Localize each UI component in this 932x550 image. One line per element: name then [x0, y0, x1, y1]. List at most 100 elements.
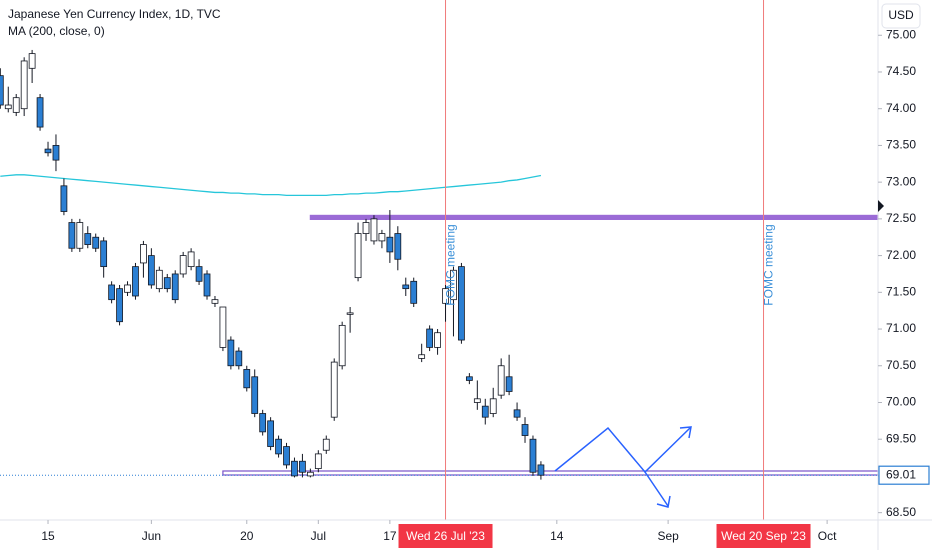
currency-label[interactable]: USD [888, 8, 914, 22]
candle-body [489, 398, 497, 414]
candle-body [426, 328, 434, 348]
candle-body [52, 145, 60, 161]
candle-body [465, 376, 473, 381]
event-date-label: Wed 20 Sep '23 [721, 529, 806, 543]
candle-body [195, 266, 203, 282]
event-date-box [716, 524, 811, 548]
x-tick-label: Jun [142, 529, 161, 543]
candle-body [4, 104, 12, 110]
x-tick-label: Oct [818, 529, 837, 543]
candle-body [299, 460, 306, 473]
candle-body [251, 376, 259, 414]
y-tick-label: 72.50 [886, 211, 916, 225]
candle-body [235, 350, 243, 367]
candle-body [314, 453, 322, 469]
candle-body [187, 251, 195, 268]
candle-body [0, 75, 4, 106]
y-tick-label: 71.00 [886, 321, 916, 335]
candle-body [354, 233, 362, 279]
y-tick-label: 74.50 [886, 64, 916, 78]
x-tick-label: Sep [657, 529, 679, 543]
axis-marker [878, 200, 884, 212]
candle-body [84, 233, 92, 245]
y-tick-label: 75.00 [886, 27, 916, 41]
candle-body [330, 361, 338, 418]
candle-body [322, 438, 330, 451]
event-annotation: FOMC meeting [444, 224, 458, 305]
candle-body [203, 273, 211, 297]
candle-body [410, 280, 418, 304]
plot-area [0, 0, 879, 520]
candle-body [267, 420, 274, 447]
x-tick-label: 14 [550, 529, 564, 543]
drawing-arrows [554, 426, 692, 508]
arrow-up-path [554, 426, 691, 474]
candle-body [124, 284, 131, 293]
candle-body [163, 277, 171, 290]
candle-body [20, 60, 28, 110]
x-tick-label: 15 [41, 529, 55, 543]
currency-button[interactable] [881, 3, 921, 29]
y-tick-label: 68.50 [886, 505, 916, 519]
y-tick-label: 70.00 [886, 395, 916, 409]
y-tick-label: 73.00 [886, 174, 916, 188]
last-price-box [878, 465, 930, 485]
ma-line [0, 174, 542, 197]
candle-body [418, 354, 426, 359]
candle-body [211, 299, 219, 304]
candle-body [12, 97, 20, 113]
x-tick-label: Jul [311, 529, 326, 543]
candle-body [283, 446, 290, 466]
y-tick-label: 73.50 [886, 138, 916, 152]
event-date-box [398, 524, 493, 548]
candle-body [291, 460, 298, 477]
candle-body [306, 471, 314, 477]
candle-body [346, 312, 354, 315]
candle-body [505, 376, 513, 392]
candle-body [243, 369, 251, 389]
candle-body [378, 233, 386, 242]
candle-body [132, 266, 139, 297]
y-tick-label: 72.00 [886, 248, 916, 262]
candle-body [362, 222, 370, 234]
candle-body [434, 332, 441, 348]
y-tick-label: 69.50 [886, 431, 916, 445]
candle-body [481, 405, 489, 418]
candle-body [219, 306, 227, 348]
candle-body [140, 244, 147, 264]
candle-body [275, 438, 282, 455]
candle-body [529, 438, 537, 473]
candle-body [100, 240, 108, 268]
event-date-label: Wed 26 Jul '23 [406, 529, 485, 543]
candle-body [473, 398, 481, 403]
candle-body [108, 284, 115, 301]
candle-body [68, 222, 76, 249]
candle-body [60, 185, 68, 212]
candle-body [44, 148, 52, 154]
candle-body [450, 269, 457, 301]
candle-body [338, 324, 346, 367]
candle-body [179, 255, 187, 275]
last-price-label: 69.01 [886, 467, 916, 481]
chart-title: Japanese Yen Currency Index, 1D, TVC [8, 7, 221, 21]
candle-body [171, 273, 179, 301]
arrow-head [679, 426, 692, 439]
candle-body [147, 255, 155, 286]
candle-body [28, 53, 36, 69]
indicator-label: MA (200, close, 0) [8, 24, 105, 38]
candle-body [394, 233, 402, 260]
candle-body [155, 269, 163, 290]
candle-body [227, 339, 235, 367]
event-annotation: FOMC meeting [762, 224, 776, 305]
candle-body [76, 222, 84, 249]
level-line [309, 214, 879, 221]
candle-body [92, 236, 100, 249]
candle-body [513, 409, 521, 418]
y-tick-label: 74.00 [886, 101, 916, 115]
candle-body [497, 365, 505, 396]
arrow-down-path [644, 471, 669, 507]
arrow-head [656, 495, 671, 508]
